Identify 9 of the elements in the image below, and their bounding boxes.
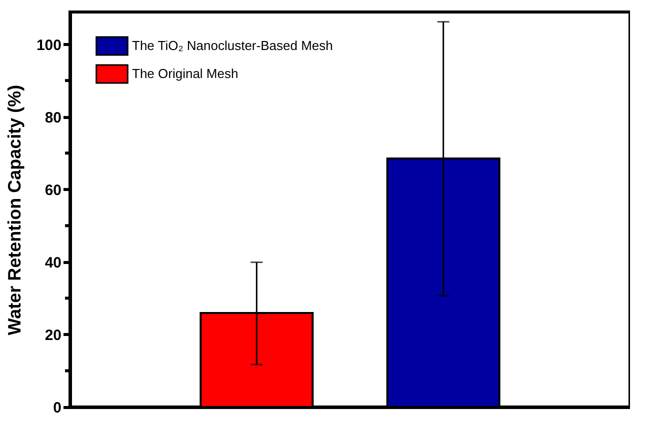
legend-label: The TiO₂ Nanocluster-Based Mesh <box>132 38 333 53</box>
y-tick-label: 100 <box>36 36 62 54</box>
y-tick-label: 80 <box>44 109 62 126</box>
y-tick-label: 0 <box>53 400 62 416</box>
y-axis-title: Water Retention Capacity (%) <box>4 84 24 336</box>
y-tick-label: 60 <box>44 182 62 199</box>
y-tick-label: 20 <box>44 326 62 344</box>
legend-label: The Original Mesh <box>132 66 238 81</box>
y-tick-label: 40 <box>44 254 62 272</box>
